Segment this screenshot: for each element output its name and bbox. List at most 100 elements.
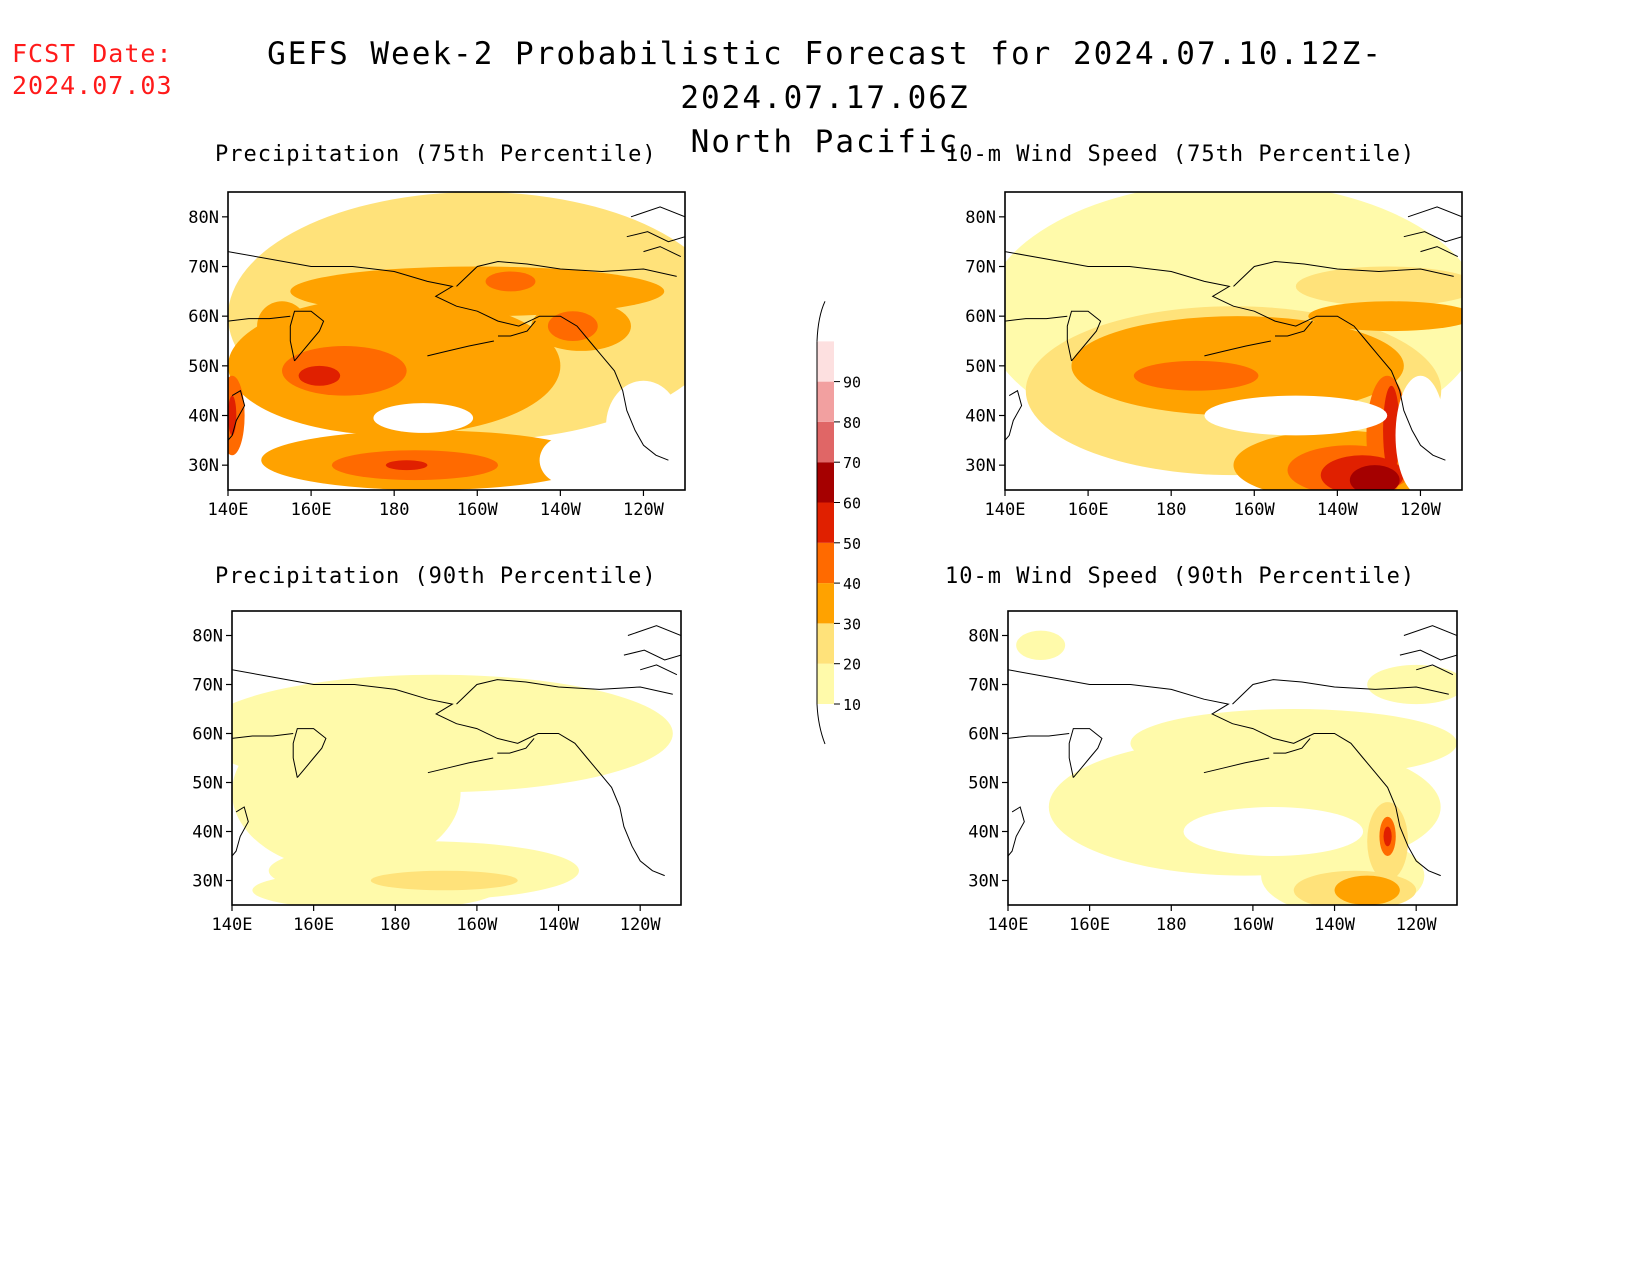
panel-title-wind90: 10-m Wind Speed (90th Percentile) <box>945 564 1416 589</box>
coastline <box>497 738 535 754</box>
lat-tick-label: 70N <box>192 676 223 696</box>
coastline <box>1275 320 1313 337</box>
map-panel-precip90: 30N 40N 50N 60N 70N 80N 140E 160E 180 160W 140W 120… <box>192 610 682 935</box>
lat-tick-label: 30N <box>968 872 999 892</box>
coastline <box>228 389 246 441</box>
contour-fill-50 <box>1383 385 1400 476</box>
coastline <box>1399 649 1457 661</box>
shaded-field <box>232 674 673 905</box>
coastline <box>232 733 294 739</box>
lat-tick-label: 50N <box>188 357 219 377</box>
contour-fill-50 <box>298 365 341 386</box>
lat-tick-label: 70N <box>188 258 219 278</box>
coastline <box>498 320 536 337</box>
lon-tick-label: 180 <box>1156 500 1187 520</box>
colorbar-swatch-60 <box>817 462 834 503</box>
contour-fill-50 <box>385 460 428 471</box>
coastline <box>1233 260 1454 287</box>
shaded-field <box>228 192 685 490</box>
colorbar: 10 20 30 40 50 60 70 80 90 <box>816 301 861 745</box>
lat-tick-label: 60N <box>192 725 223 745</box>
colorbar-swatch-70 <box>817 421 834 463</box>
coastlines <box>1008 625 1457 877</box>
coastline <box>1203 757 1270 774</box>
lon-tick-label: 120W <box>620 915 662 935</box>
colorbar-swatch-10 <box>817 663 834 704</box>
map-frame <box>1004 191 1463 491</box>
coastline <box>627 625 681 636</box>
colorbar-edge <box>816 301 826 342</box>
coastline <box>1403 625 1457 636</box>
coastline <box>640 664 678 676</box>
colorbar-label: 80 <box>843 414 861 432</box>
colorbar-swatch-20 <box>817 623 834 664</box>
contour-fill-30 <box>1334 875 1400 905</box>
coastline <box>643 246 682 258</box>
lat-tick-label: 30N <box>192 872 223 892</box>
lon-tick-label: 140W <box>538 915 580 935</box>
panel-title-precip75: Precipitation (75th Percentile) <box>215 142 657 167</box>
map-frame <box>231 610 682 906</box>
coastline <box>228 251 669 461</box>
coastline <box>1005 389 1023 441</box>
lat-tick-label: 80N <box>965 208 996 228</box>
contour-fill-10 <box>1367 664 1457 705</box>
lon-tick-label: 140E <box>985 500 1026 520</box>
lon-tick-label: 140E <box>988 915 1029 935</box>
lat-tick-label: 60N <box>188 307 219 327</box>
map-panel-precip75: 30N 40N 50N 60N 70N 80N 140E 160E 180 160W 140W 120… <box>188 191 686 520</box>
lat-tick-label: 60N <box>965 307 996 327</box>
colorbar-label: 60 <box>843 495 861 513</box>
colorbar-label: 20 <box>843 656 861 674</box>
contour-fill-50 <box>228 395 237 436</box>
lat-tick-label: 40N <box>188 407 219 427</box>
lon-tick-label: 160W <box>456 915 498 935</box>
low-probability-area <box>373 403 474 433</box>
coastline <box>1416 664 1454 676</box>
lat-tick-label: 70N <box>968 676 999 696</box>
contour-fill-20 <box>1295 266 1462 307</box>
coastline <box>1068 728 1103 778</box>
contour-fill-40 <box>1133 360 1259 391</box>
coastline <box>232 669 665 877</box>
colorbar-swatch-50 <box>817 502 834 543</box>
coastlines <box>228 206 685 461</box>
low-probability-area <box>606 380 681 471</box>
lat-tick-label: 50N <box>965 357 996 377</box>
lat-tick-label: 60N <box>968 725 999 745</box>
lon-tick-label: 180 <box>380 915 411 935</box>
map-frame <box>1007 610 1458 906</box>
lon-tick-label: 140W <box>1317 500 1359 520</box>
forecast-date-value: 2024.07.03 <box>12 71 173 100</box>
coastline <box>1420 246 1459 258</box>
lon-tick-label: 160W <box>1232 915 1274 935</box>
colorbar-swatch-40 <box>817 542 834 584</box>
lon-tick-label: 180 <box>1156 915 1187 935</box>
colorbar-edge <box>816 703 826 745</box>
coastline <box>456 679 673 705</box>
lon-tick-label: 140E <box>212 915 253 935</box>
forecast-date-block: FCST Date: 2024.07.03 <box>12 38 173 102</box>
contour-fill-60 <box>1349 465 1400 490</box>
panel-title-precip90: Precipitation (90th Percentile) <box>215 564 657 589</box>
contour-fill-20 <box>1129 425 1263 466</box>
lon-tick-label: 160E <box>291 500 332 520</box>
lon-tick-label: 160E <box>1068 500 1109 520</box>
lat-tick-label: 30N <box>188 456 219 476</box>
coastlines <box>1005 206 1462 461</box>
coastline <box>228 315 291 322</box>
colorbar-label: 10 <box>843 696 861 714</box>
contour-fill-40 <box>485 271 536 292</box>
lat-tick-label: 50N <box>192 774 223 794</box>
coastline <box>1232 679 1449 705</box>
shaded-field <box>1016 630 1457 905</box>
contour-fill-10 <box>1016 630 1066 660</box>
lon-tick-label: 140E <box>208 500 249 520</box>
coastline <box>232 806 249 857</box>
lon-tick-label: 120W <box>623 500 665 520</box>
main-title-line2: North Pacific <box>690 124 960 160</box>
contour-fill-20 <box>370 870 518 891</box>
lat-tick-label: 80N <box>192 627 223 647</box>
coastline <box>427 757 494 774</box>
coastline <box>427 340 494 357</box>
